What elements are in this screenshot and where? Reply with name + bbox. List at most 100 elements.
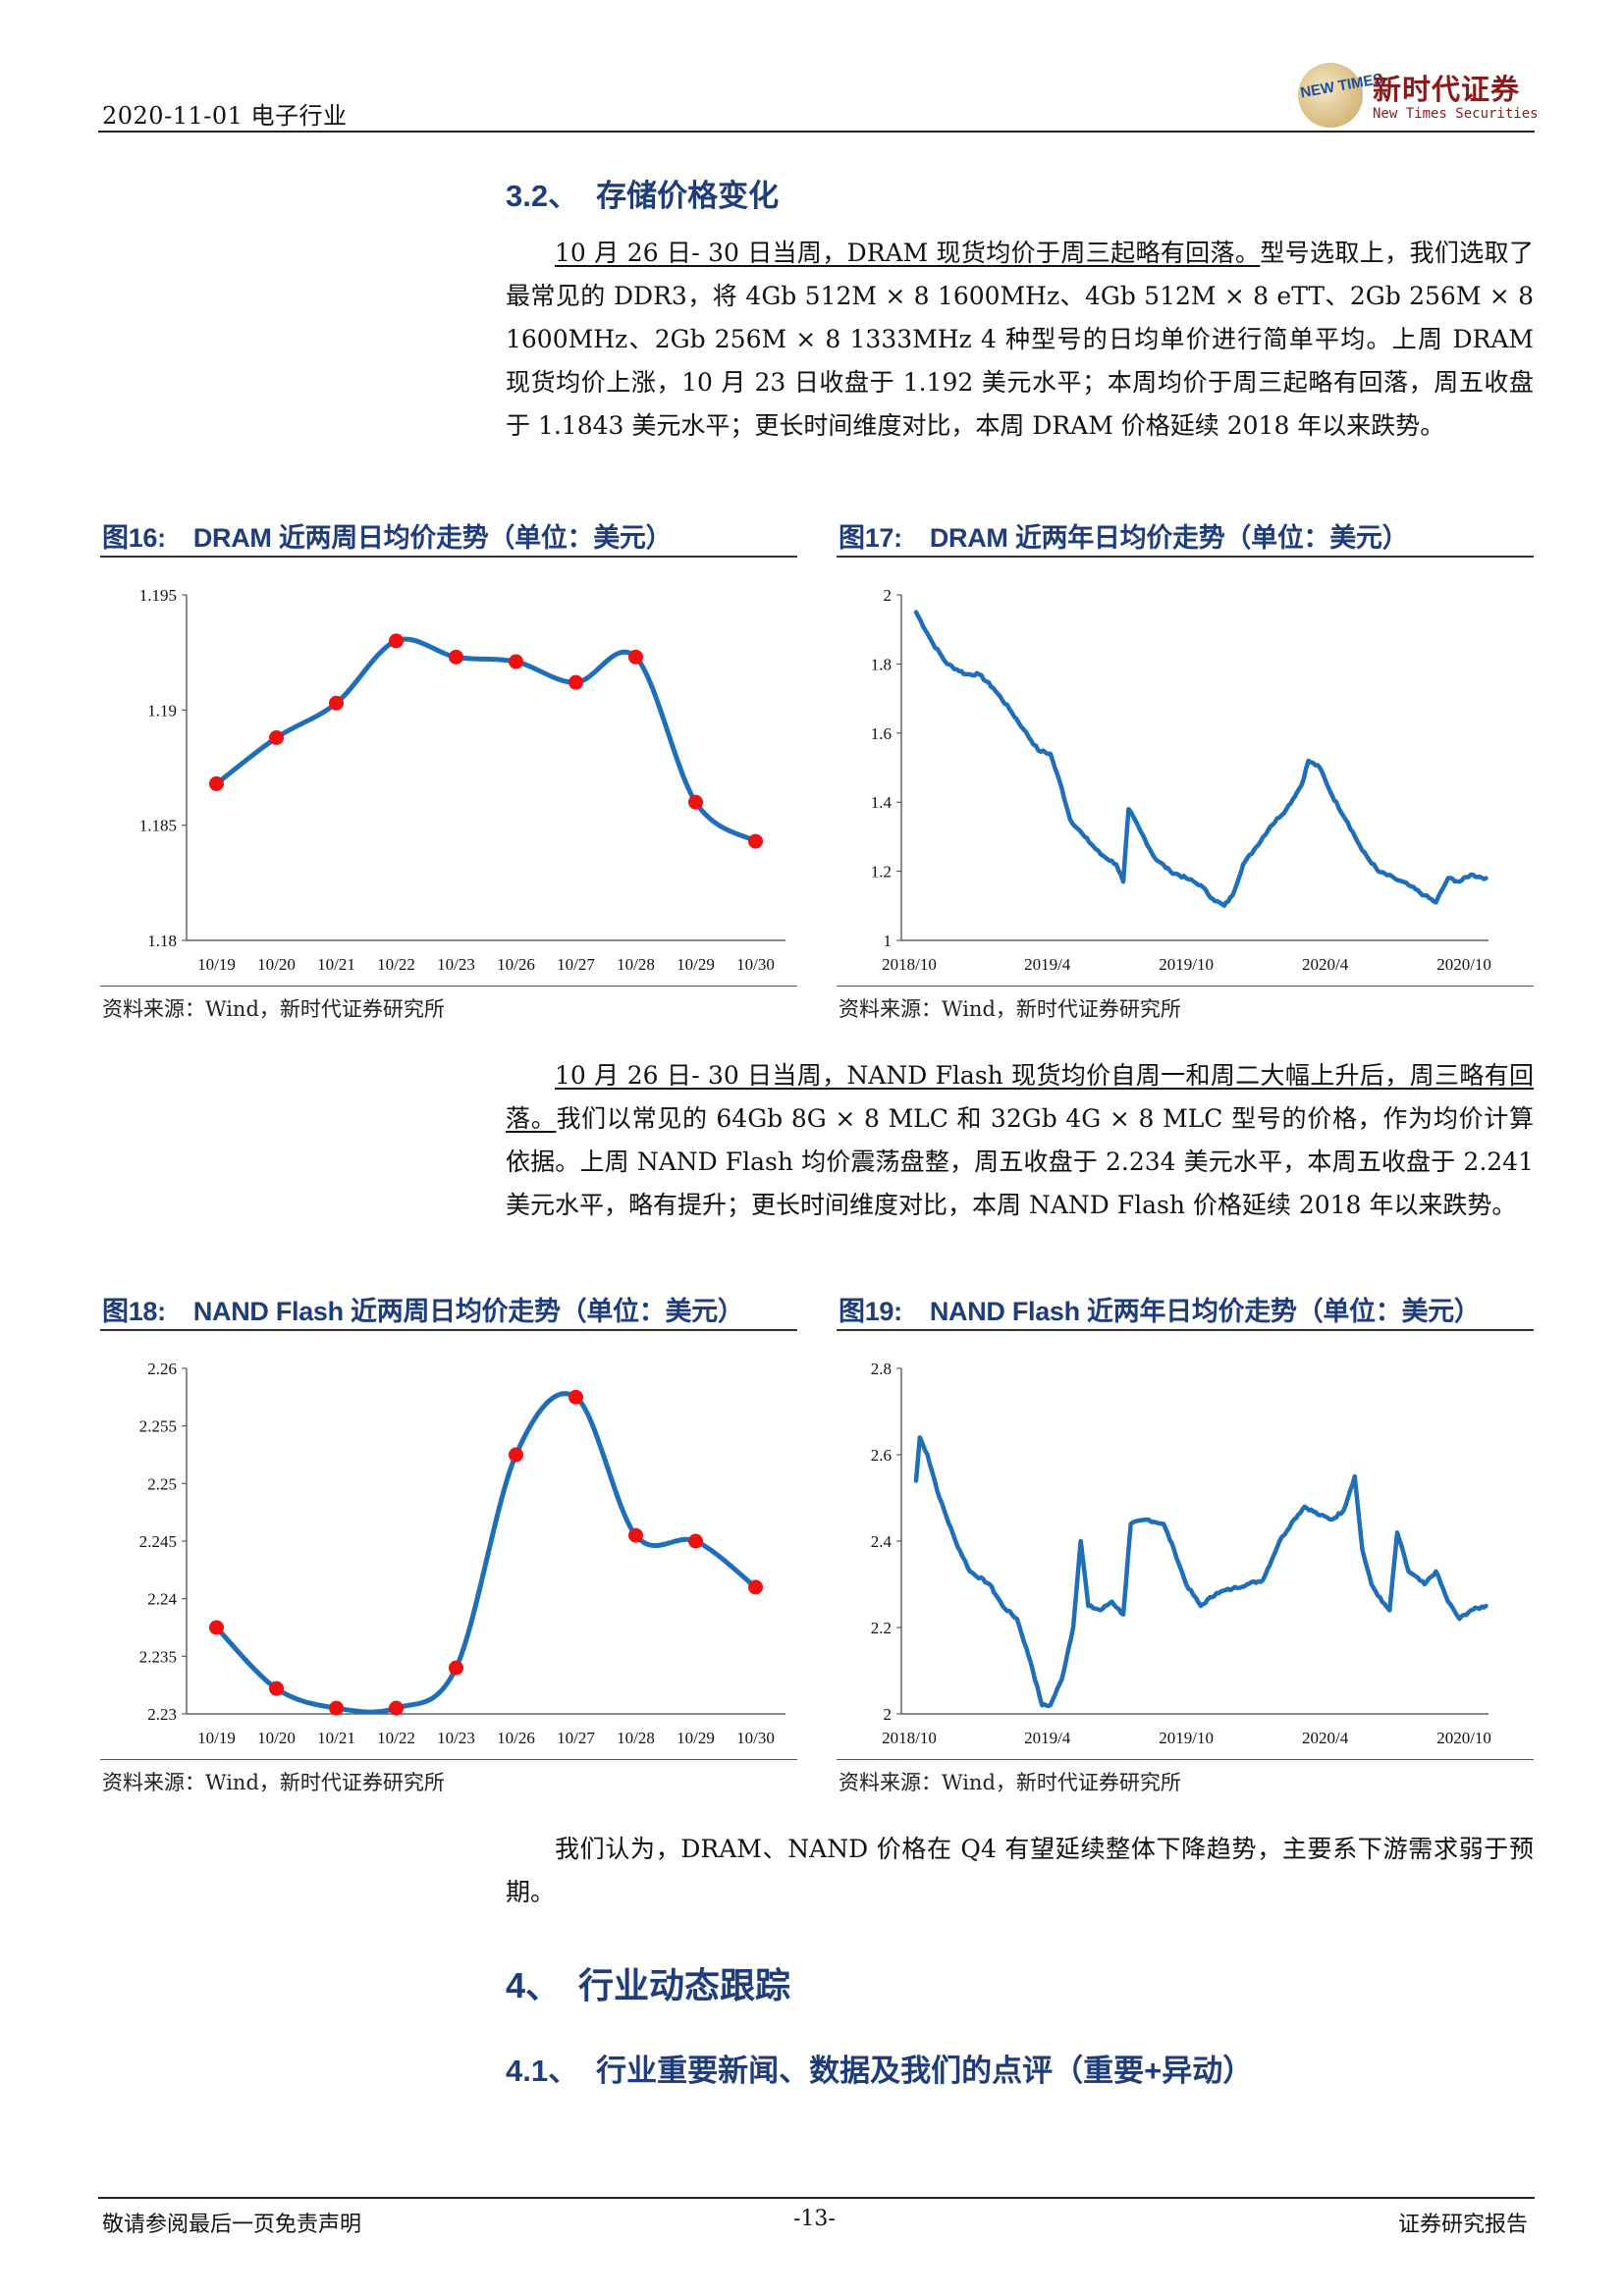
y-tick-label: 2.26 [147,1360,177,1378]
x-tick-label: 10/22 [377,955,415,974]
logo-cn: 新时代证券 [1373,73,1521,106]
footer-disclaimer: 敬请参阅最后一页免责声明 [102,2213,362,2237]
figure-18-source: 资料来源：Wind，新时代证券研究所 [102,1771,445,1794]
section-heading-3-2: 3.2、 存储价格变化 [506,171,779,215]
section-number: 4、 [506,1965,562,2005]
y-tick-label: 2.8 [871,1360,892,1378]
chart-dram-two-weeks: 1.18 1.185 1.19 1.195 10/19 10/20 10/21 10/22 10… [139,586,785,974]
x-tick-label: 10/28 [617,955,655,974]
x-tick-label: 10/19 [197,955,236,974]
data-point [389,633,404,649]
logo-en: New Times Securities [1373,106,1539,122]
data-point [748,1579,763,1595]
y-tick-label: 1.195 [139,586,177,605]
y-tick-label: 1 [884,932,893,950]
data-point [688,1533,703,1549]
data-point [628,1527,643,1543]
figure-19-title: 图19: NAND Flash 近两年日均价走势（单位：美元） [839,1290,1481,1328]
figure-18-title: 图18: NAND Flash 近两周日均价走势（单位：美元） [102,1290,744,1328]
section-number: 3.2、 [506,179,579,213]
data-point [568,1389,583,1405]
y-tick-label: 1.185 [139,817,177,835]
x-tick-label: 10/21 [317,955,355,974]
data-point [269,1681,284,1696]
x-tick-label: 10/20 [257,1729,296,1747]
x-tick-label: 2019/10 [1159,1729,1214,1747]
y-tick-label: 1.19 [147,701,177,720]
section-title: 行业动态跟踪 [578,1965,791,2005]
x-tick-label: 10/19 [197,1729,236,1747]
x-tick-label: 2020/10 [1436,1729,1491,1747]
figure-number: 图16: [102,523,166,553]
logo-emblem [1298,63,1363,128]
figure-caption: DRAM 近两年日均价走势（单位：美元） [929,523,1409,553]
section-heading-4: 4、 行业动态跟踪 [506,1957,790,2008]
data-point [209,1620,224,1635]
x-tick-label: 2020/4 [1302,955,1349,974]
data-point [329,1700,344,1716]
data-point [568,674,583,690]
figure-16-top-rule [100,556,797,558]
series-line [214,636,758,844]
x-tick-label: 10/30 [736,955,775,974]
x-tick-label: 2020/4 [1302,1729,1349,1747]
x-tick-label: 10/30 [736,1729,775,1747]
y-tick-label: 2.245 [139,1532,177,1551]
y-tick-label: 2.4 [871,1532,893,1551]
figure-caption: DRAM 近两周日均价走势（单位：美元） [192,523,673,553]
figure-number: 图18: [102,1297,166,1326]
data-point [748,833,763,849]
paragraph-lead: 10 月 26 日- 30 日当周，NAND Flash 现货均价自周一和周二大… [506,1061,1534,1133]
figure-19-top-rule [837,1329,1534,1331]
figure-number: 图19: [839,1297,902,1326]
data-point [329,695,344,711]
figure-16-title: 图16: DRAM 近两周日均价走势（单位：美元） [102,516,673,555]
figure-18-bottom-rule [100,1759,797,1760]
paragraph-body: 我们以常见的 64Gb 8G × 8 MLC 和 32Gb 4G × 8 MLC… [506,1104,1534,1219]
figure-17-title: 图17: DRAM 近两年日均价走势（单位：美元） [839,516,1409,555]
y-tick-label: 2.25 [147,1474,177,1493]
data-point [628,649,643,665]
chart-dram-two-years: 1 1.2 1.4 1.6 1.8 2 2018/10 2019/4 2019/10 2020/4… [871,586,1491,974]
x-tick-label: 10/26 [497,955,535,974]
paragraph-conclusion: 我们认为，DRAM、NAND 价格在 Q4 有望延续整体下降趋势，主要系下游需求… [506,1828,1534,1914]
x-tick-label: 2019/4 [1024,955,1071,974]
report-date-industry: 2020-11-01 电子行业 [102,102,348,130]
footer-divider [98,2197,1535,2199]
series-line [913,610,1489,909]
y-tick-label: 2.255 [139,1417,177,1436]
x-tick-label: 2018/10 [882,1729,937,1747]
figure-number: 图17: [839,523,902,553]
y-tick-label: 1.8 [871,655,892,673]
x-tick-label: 10/21 [317,1729,355,1747]
x-tick-label: 10/27 [557,955,595,974]
data-point [209,775,224,791]
x-tick-label: 2019/10 [1159,955,1214,974]
footer-report-type: 证券研究报告 [1398,2213,1529,2237]
company-logo: NEW TIMES 新时代证券 New Times Securities [1298,63,1540,132]
x-tick-label: 10/23 [437,1729,475,1747]
y-tick-label: 2 [884,586,893,605]
figure-17-top-rule [837,556,1534,558]
data-point [509,1447,523,1463]
x-tick-label: 2018/10 [882,955,937,974]
paragraph-nand: 10 月 26 日- 30 日当周，NAND Flash 现货均价自周一和周二大… [506,1054,1534,1227]
section-title: 存储价格变化 [596,179,780,213]
paragraph-dram: 10 月 26 日- 30 日当周，DRAM 现货均价于周三起略有回落。型号选取… [506,232,1534,448]
figure-16-bottom-rule [100,986,797,987]
x-tick-label: 10/23 [437,955,475,974]
y-tick-label: 2.23 [147,1705,177,1724]
y-tick-label: 1.2 [871,863,892,881]
y-tick-label: 2.6 [871,1446,892,1465]
data-point [449,649,463,665]
section-heading-4-1: 4.1、 行业重要新闻、数据及我们的点评（重要+异动） [506,2046,1253,2090]
y-tick-label: 1.6 [871,724,892,743]
y-tick-label: 2 [884,1705,893,1724]
y-tick-label: 2.24 [147,1590,177,1609]
x-tick-label: 2020/10 [1436,955,1491,974]
x-tick-label: 10/22 [377,1729,415,1747]
figure-16-source: 资料来源：Wind，新时代证券研究所 [102,997,445,1021]
paragraph-body: 型号选取上，我们选取了最常见的 DDR3，将 4Gb 512M × 8 1600… [506,239,1534,440]
x-tick-label: 2019/4 [1024,1729,1071,1747]
x-tick-label: 10/20 [257,955,296,974]
